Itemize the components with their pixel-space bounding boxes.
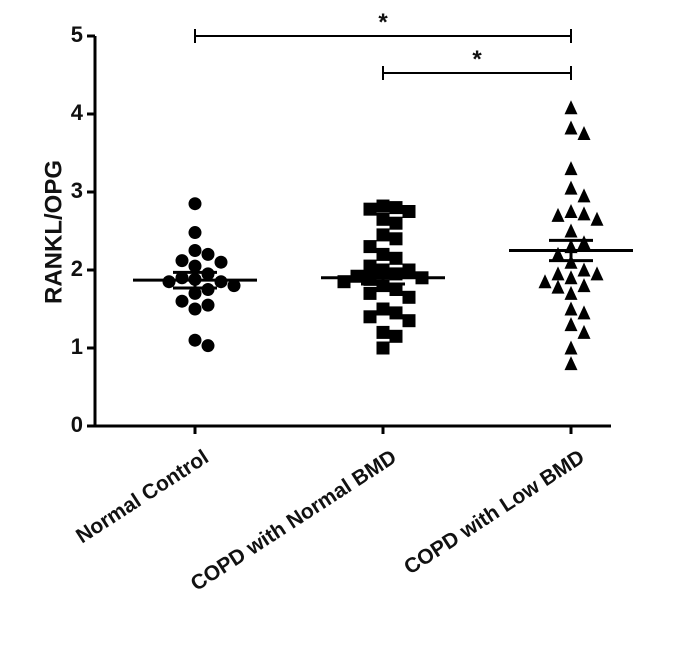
y-tick-label: 0 [71, 412, 83, 437]
data-point [201, 298, 215, 312]
data-point [577, 126, 591, 140]
data-point [350, 269, 364, 283]
data-point [376, 325, 390, 339]
data-point [564, 317, 578, 332]
y-tick-label: 2 [71, 256, 83, 281]
y-tick-label: 5 [71, 22, 83, 47]
x-tick-label: Normal Control [72, 446, 213, 549]
data-point [551, 246, 565, 261]
y-tick-label: 4 [71, 100, 84, 125]
data-point [188, 197, 202, 211]
data-point [577, 278, 591, 293]
y-axis-label: RANKL/OPG [40, 160, 67, 304]
data-point [188, 259, 202, 273]
data-point [376, 212, 390, 226]
data-point [564, 204, 578, 218]
data-point [564, 356, 578, 371]
data-point [577, 262, 591, 277]
data-point [376, 228, 390, 242]
data-point [175, 294, 189, 308]
data-point [564, 180, 578, 195]
x-tick-label: COPD with Normal BMD [187, 446, 401, 596]
data-point [201, 283, 215, 296]
data-point [188, 286, 202, 300]
data-point [402, 205, 416, 218]
data-point [214, 255, 228, 269]
data-point [389, 232, 403, 246]
data-point [363, 240, 377, 254]
data-point [214, 275, 228, 289]
data-point [376, 279, 390, 293]
data-point [201, 339, 215, 353]
data-point [363, 259, 377, 273]
data-point [402, 263, 416, 277]
data-point [376, 263, 390, 277]
data-point [564, 301, 578, 316]
data-point [188, 244, 202, 257]
data-point [538, 274, 552, 289]
x-tick-label: COPD with Low BMD [400, 446, 589, 580]
data-point [577, 206, 591, 221]
data-point [389, 283, 403, 296]
data-point [389, 201, 403, 215]
data-point [389, 216, 403, 230]
significance-label: * [378, 9, 388, 36]
data-point [577, 305, 591, 320]
data-point [389, 306, 403, 320]
data-point [376, 247, 390, 261]
data-point [564, 100, 578, 115]
data-point [577, 235, 591, 250]
data-point [175, 254, 189, 268]
data-point [564, 223, 578, 238]
data-point [551, 279, 565, 294]
data-point [564, 270, 578, 285]
data-point [577, 188, 591, 203]
data-point [227, 279, 241, 293]
data-point [564, 285, 578, 300]
data-point [564, 120, 578, 135]
data-point [376, 199, 390, 213]
data-point [363, 286, 377, 300]
data-point [564, 161, 578, 176]
data-point [402, 314, 416, 328]
y-tick-label: 3 [71, 178, 83, 203]
data-point [577, 324, 591, 339]
data-point [376, 341, 390, 355]
data-point [201, 267, 215, 281]
data-point [389, 251, 403, 265]
data-point [188, 226, 202, 240]
data-point [162, 275, 176, 289]
data-point [188, 302, 202, 316]
data-point [564, 340, 578, 355]
data-point [363, 202, 377, 216]
data-point [376, 302, 390, 316]
data-point [201, 247, 215, 261]
data-point [188, 333, 202, 347]
data-point [363, 310, 377, 324]
data-point [551, 207, 565, 222]
data-point [402, 290, 416, 304]
data-point [590, 266, 604, 281]
data-point [389, 329, 403, 343]
significance-label: * [472, 46, 482, 73]
y-tick-label: 1 [71, 334, 83, 359]
data-point [551, 266, 565, 281]
data-point [590, 211, 604, 226]
